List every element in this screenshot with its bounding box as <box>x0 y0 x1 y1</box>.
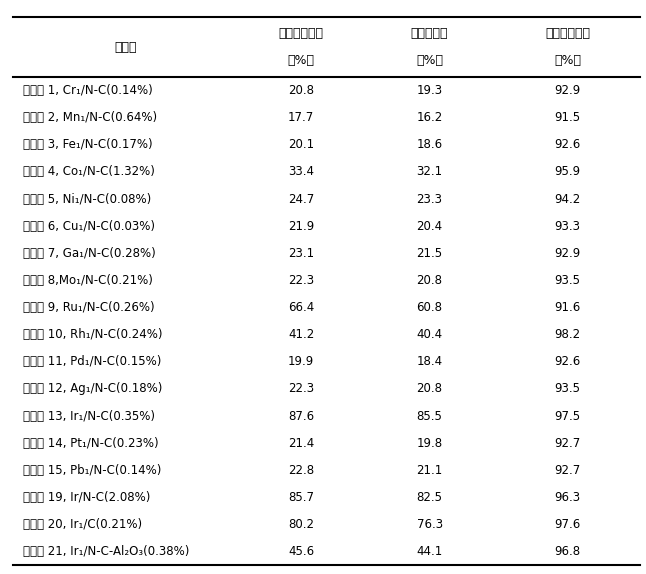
Text: 实施例 19, Ir/N-C(2.08%): 实施例 19, Ir/N-C(2.08%) <box>23 491 150 504</box>
Text: 95.9: 95.9 <box>554 165 581 179</box>
Text: 94.2: 94.2 <box>554 192 581 205</box>
Text: 20.8: 20.8 <box>288 84 314 97</box>
Text: 91.5: 91.5 <box>554 111 581 124</box>
Text: 92.6: 92.6 <box>554 138 581 152</box>
Text: 23.1: 23.1 <box>288 247 314 260</box>
Text: 32.1: 32.1 <box>417 165 443 179</box>
Text: 93.5: 93.5 <box>554 274 581 287</box>
Text: 实施例 11, Pd₁/N-C(0.15%): 实施例 11, Pd₁/N-C(0.15%) <box>23 355 161 369</box>
Text: 实施例 15, Pb₁/N-C(0.14%): 实施例 15, Pb₁/N-C(0.14%) <box>23 464 161 477</box>
Text: 91.6: 91.6 <box>554 301 581 314</box>
Text: 45.6: 45.6 <box>288 545 314 559</box>
Text: （%）: （%） <box>416 54 443 67</box>
Text: 19.8: 19.8 <box>417 437 443 450</box>
Text: 97.5: 97.5 <box>554 410 581 422</box>
Text: 实施例 12, Ag₁/N-C(0.18%): 实施例 12, Ag₁/N-C(0.18%) <box>23 382 162 395</box>
Text: 17.7: 17.7 <box>288 111 315 124</box>
Text: 82.5: 82.5 <box>417 491 443 504</box>
Text: 96.3: 96.3 <box>554 491 581 504</box>
Text: 21.4: 21.4 <box>288 437 315 450</box>
Text: 21.5: 21.5 <box>417 247 443 260</box>
Text: （%）: （%） <box>287 54 315 67</box>
Text: 实施例 13, Ir₁/N-C(0.35%): 实施例 13, Ir₁/N-C(0.35%) <box>23 410 154 422</box>
Text: 92.9: 92.9 <box>554 84 581 97</box>
Text: 16.2: 16.2 <box>417 111 443 124</box>
Text: 实施例 1, Cr₁/N-C(0.14%): 实施例 1, Cr₁/N-C(0.14%) <box>23 84 152 97</box>
Text: 实施例 10, Rh₁/N-C(0.24%): 实施例 10, Rh₁/N-C(0.24%) <box>23 328 162 341</box>
Text: 21.1: 21.1 <box>417 464 443 477</box>
Text: 40.4: 40.4 <box>417 328 443 341</box>
Text: 87.6: 87.6 <box>288 410 314 422</box>
Text: 18.4: 18.4 <box>417 355 443 369</box>
Text: 44.1: 44.1 <box>417 545 443 559</box>
Text: （%）: （%） <box>554 54 581 67</box>
Text: 20.8: 20.8 <box>417 382 443 395</box>
Text: 85.7: 85.7 <box>288 491 314 504</box>
Text: 76.3: 76.3 <box>417 518 443 531</box>
Text: 23.3: 23.3 <box>417 192 443 205</box>
Text: 实施例 9, Ru₁/N-C(0.26%): 实施例 9, Ru₁/N-C(0.26%) <box>23 301 154 314</box>
Text: 97.6: 97.6 <box>554 518 581 531</box>
Text: 80.2: 80.2 <box>288 518 314 531</box>
Text: 实施例 6, Cu₁/N-C(0.03%): 实施例 6, Cu₁/N-C(0.03%) <box>23 220 154 232</box>
Text: 实施例 5, Ni₁/N-C(0.08%): 实施例 5, Ni₁/N-C(0.08%) <box>23 192 151 205</box>
Text: 实施例 7, Ga₁/N-C(0.28%): 实施例 7, Ga₁/N-C(0.28%) <box>23 247 155 260</box>
Text: 实施例 8,Mo₁/N-C(0.21%): 实施例 8,Mo₁/N-C(0.21%) <box>23 274 152 287</box>
Text: 92.6: 92.6 <box>554 355 581 369</box>
Text: 21.9: 21.9 <box>288 220 315 232</box>
Text: 22.3: 22.3 <box>288 382 314 395</box>
Text: 实施例 2, Mn₁/N-C(0.64%): 实施例 2, Mn₁/N-C(0.64%) <box>23 111 157 124</box>
Text: 20.8: 20.8 <box>417 274 443 287</box>
Text: 18.6: 18.6 <box>417 138 443 152</box>
Text: 异丁烯产率: 异丁烯产率 <box>411 28 448 40</box>
Text: 异丁烷转化率: 异丁烷转化率 <box>278 28 324 40</box>
Text: 93.3: 93.3 <box>554 220 581 232</box>
Text: 实施例 21, Ir₁/N-C-Al₂O₃(0.38%): 实施例 21, Ir₁/N-C-Al₂O₃(0.38%) <box>23 545 189 559</box>
Text: 19.9: 19.9 <box>288 355 315 369</box>
Text: 实施例 3, Fe₁/N-C(0.17%): 实施例 3, Fe₁/N-C(0.17%) <box>23 138 152 152</box>
Text: 66.4: 66.4 <box>288 301 315 314</box>
Text: 20.4: 20.4 <box>417 220 443 232</box>
Text: 85.5: 85.5 <box>417 410 443 422</box>
Text: 24.7: 24.7 <box>288 192 315 205</box>
Text: 20.1: 20.1 <box>288 138 314 152</box>
Text: 92.7: 92.7 <box>554 464 581 477</box>
Text: 92.7: 92.7 <box>554 437 581 450</box>
Text: 异丁烯选择性: 异丁烯选择性 <box>545 28 590 40</box>
Text: 实施例 20, Ir₁/C(0.21%): 实施例 20, Ir₁/C(0.21%) <box>23 518 141 531</box>
Text: 22.3: 22.3 <box>288 274 314 287</box>
Text: 实施例 14, Pt₁/N-C(0.23%): 实施例 14, Pt₁/N-C(0.23%) <box>23 437 158 450</box>
Text: 96.8: 96.8 <box>554 545 581 559</box>
Text: 催化剂: 催化剂 <box>114 41 137 53</box>
Text: 33.4: 33.4 <box>288 165 314 179</box>
Text: 22.8: 22.8 <box>288 464 314 477</box>
Text: 实施例 4, Co₁/N-C(1.32%): 实施例 4, Co₁/N-C(1.32%) <box>23 165 154 179</box>
Text: 98.2: 98.2 <box>554 328 581 341</box>
Text: 41.2: 41.2 <box>288 328 315 341</box>
Text: 60.8: 60.8 <box>417 301 443 314</box>
Text: 93.5: 93.5 <box>554 382 581 395</box>
Text: 19.3: 19.3 <box>417 84 443 97</box>
Text: 92.9: 92.9 <box>554 247 581 260</box>
